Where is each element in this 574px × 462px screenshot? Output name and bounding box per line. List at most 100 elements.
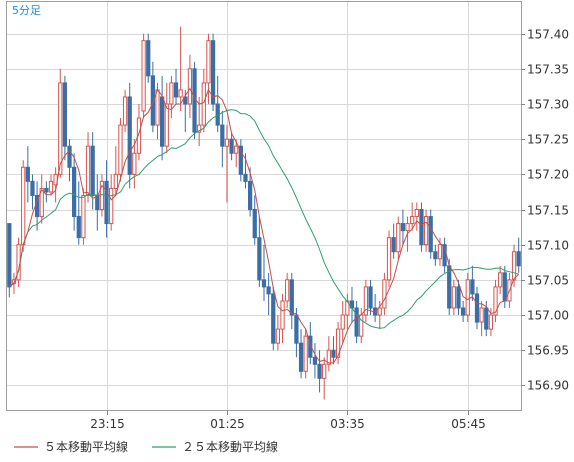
candle-up [178, 89, 183, 98]
candle-up [21, 166, 26, 246]
candle-up [234, 145, 239, 154]
candle-down [257, 237, 262, 281]
candle-up [109, 187, 114, 225]
candle-up [164, 103, 169, 147]
candle-down [44, 187, 49, 193]
candle-down [289, 279, 294, 316]
y-tick-label: 157.25 [527, 133, 569, 147]
legend-label-ma5: ５本移動平均線 [44, 439, 128, 454]
candle-down [456, 286, 461, 309]
x-tick-label: 03:35 [330, 417, 365, 431]
candle-up [197, 124, 202, 133]
candle-down [261, 279, 267, 288]
ma25-line [8, 109, 519, 329]
candle-up [377, 307, 382, 316]
candle-up [85, 145, 91, 196]
candle-up [118, 124, 123, 175]
candle-up [224, 138, 230, 147]
candle-up [303, 335, 308, 372]
x-tick-label: 01:25 [210, 417, 245, 431]
candle-down [220, 124, 225, 147]
moving-average-lines [8, 87, 520, 364]
y-tick-label: 157.05 [527, 274, 569, 288]
candle-up [132, 152, 137, 175]
candle-down [160, 96, 165, 147]
candle-up [382, 279, 387, 309]
candle-down [419, 209, 424, 246]
candle-up [136, 117, 142, 154]
candle-up [141, 40, 146, 112]
y-tick-label: 157.10 [527, 239, 569, 253]
ma5-line [8, 87, 520, 364]
candle-up [340, 314, 345, 330]
candle-down [104, 180, 109, 225]
candle-up [326, 349, 331, 365]
y-axis: 157.40 157.35 157.30 157.25 157.20 157.15 157.… [521, 28, 569, 393]
candle-up [386, 237, 392, 281]
candle-up [410, 216, 415, 225]
y-tick-label: 157.35 [527, 63, 569, 77]
y-tick-label: 156.95 [527, 344, 569, 358]
candle-down [238, 145, 243, 175]
candle-down [502, 272, 507, 302]
y-tick-label: 156.90 [527, 379, 569, 393]
candle-up [275, 328, 281, 344]
candle-up [405, 223, 410, 232]
candle-up [187, 68, 193, 105]
candle-down [354, 307, 359, 337]
candle-down [173, 82, 179, 98]
candle-up [285, 279, 290, 302]
candle-down [368, 286, 373, 309]
candle-down [294, 314, 299, 344]
candle-down [247, 180, 253, 211]
candle-down [67, 145, 72, 168]
candle-down [312, 356, 318, 365]
legend-label-ma25: ２５本移動平均線 [182, 439, 278, 454]
candle-up [363, 286, 368, 316]
candle-up [437, 244, 443, 260]
candle-up [169, 82, 174, 105]
candle-series [7, 26, 521, 400]
candle-up [493, 286, 498, 316]
candle-down [428, 216, 433, 253]
candle-down [433, 251, 438, 260]
candle-up [113, 173, 118, 189]
candle-down [460, 307, 466, 316]
candle-down [308, 335, 313, 358]
candle-down [271, 293, 276, 344]
x-tick-label: 23:15 [90, 417, 125, 431]
candle-down [391, 237, 396, 253]
candle-down [7, 223, 12, 288]
candle-down [210, 40, 216, 105]
candle-down [150, 75, 155, 126]
candle-up [488, 314, 494, 330]
candle-up [58, 82, 63, 175]
candle-up [423, 216, 429, 246]
candle-down [229, 138, 234, 154]
candle-down [127, 96, 132, 175]
candle-down [243, 173, 248, 182]
candle-down [146, 40, 151, 77]
candle-down [484, 307, 489, 330]
x-axis: 23:15 01:25 03:35 05:45 [90, 410, 486, 431]
candle-down [317, 363, 322, 379]
candle-down [90, 145, 95, 196]
candle-up [414, 209, 419, 218]
candle-up [511, 251, 517, 281]
candle-up [396, 223, 401, 253]
y-tick-label: 157.20 [527, 168, 569, 182]
candle-up [48, 180, 54, 193]
grid [7, 2, 521, 410]
y-tick-label: 157.30 [527, 98, 569, 112]
candle-down [470, 279, 475, 295]
candle-down [474, 293, 480, 323]
candle-down [25, 166, 30, 182]
candle-up [81, 194, 86, 239]
y-tick-label: 157.40 [527, 28, 569, 42]
interval-label: 5分足 [12, 4, 41, 17]
candle-up [201, 82, 206, 126]
x-tick-label: 05:45 [451, 417, 486, 431]
candle-up [122, 96, 128, 126]
candle-down [516, 251, 521, 267]
